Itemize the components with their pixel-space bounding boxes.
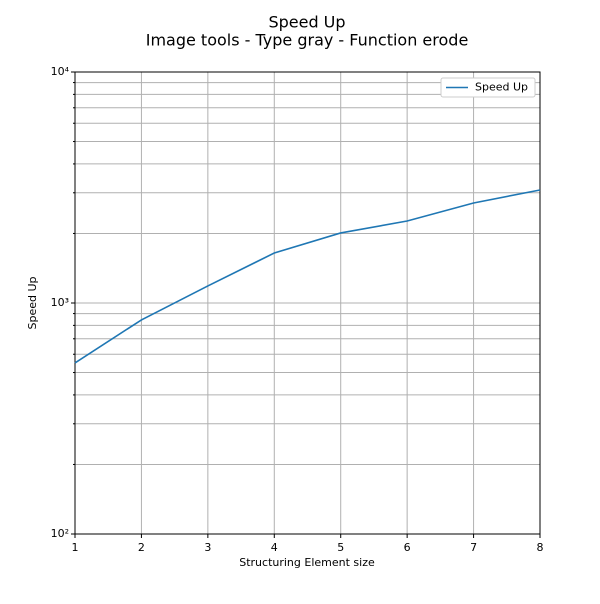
y-axis-label: Speed Up	[26, 276, 39, 329]
legend-box	[440, 77, 536, 98]
x-tick-label: 3	[204, 541, 211, 554]
y-tick-label: 10²	[51, 527, 69, 540]
legend-label: Speed Up	[475, 81, 528, 94]
x-tick-label: 2	[138, 541, 145, 554]
x-tick-label: 1	[72, 541, 79, 554]
y-tick-label: 10⁴	[51, 65, 70, 78]
x-axis-label: Structuring Element size	[239, 556, 375, 569]
chart-title: Speed Up	[268, 13, 345, 32]
data-line	[74, 189, 541, 364]
x-tick-label: 5	[337, 541, 344, 554]
x-tick-label: 7	[470, 541, 477, 554]
plot-frame	[74, 71, 541, 535]
x-tick-label: 6	[404, 541, 411, 554]
x-tick-label: 8	[537, 541, 544, 554]
chart-subtitle: Image tools - Type gray - Function erode	[146, 31, 469, 50]
x-tick-label: 4	[271, 541, 278, 554]
y-tick-label: 10³	[51, 296, 69, 309]
